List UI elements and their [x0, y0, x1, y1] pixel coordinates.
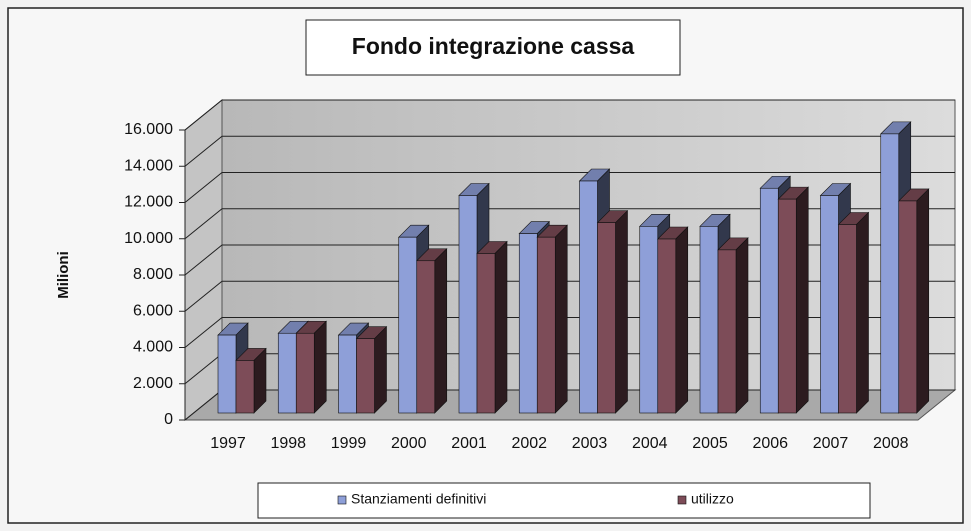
bar [579, 180, 598, 414]
bar [759, 187, 779, 414]
bar [898, 200, 918, 414]
bar-side [675, 226, 689, 414]
bar [597, 222, 616, 414]
bar [217, 334, 237, 414]
bar-side [916, 188, 930, 414]
bar [838, 224, 857, 414]
x-tick-label: 2007 [813, 435, 849, 452]
bar [639, 226, 659, 414]
bar-side [374, 325, 387, 414]
x-tick-label: 2006 [752, 435, 788, 452]
y-tick-label: 0 [164, 411, 173, 428]
bar [277, 332, 297, 414]
y-tick-label: 2.000 [133, 375, 173, 392]
y-axis-label: Milioni [55, 251, 72, 299]
legend-swatch [677, 495, 687, 505]
bar [398, 236, 418, 414]
grid-line [184, 172, 955, 203]
x-tick-label: 2005 [692, 435, 728, 452]
bar [235, 360, 255, 414]
x-tick-label: 2001 [451, 435, 487, 452]
plot: 0 2.000 4.000 6.000 8.000 10.000 12.000 14.000 1… [124, 98, 957, 452]
y-tick-label: 14.000 [124, 157, 173, 174]
bar [536, 236, 556, 414]
bar [699, 226, 719, 414]
bar [416, 260, 436, 414]
title-box [305, 19, 681, 76]
bar-side [554, 224, 568, 414]
bar [777, 198, 797, 414]
y-tick-label: 8.000 [133, 266, 173, 283]
x-tick-label: 2003 [572, 435, 608, 452]
bar [518, 233, 538, 414]
legend-items: Stanziamenti definitivi utilizzo [337, 491, 734, 507]
bar [338, 334, 357, 414]
x-tick-label: 2004 [632, 435, 668, 452]
y-tick-label: 16.000 [124, 121, 173, 138]
bar [356, 338, 375, 414]
y-tick-label: 4.000 [133, 339, 173, 356]
bar-side [856, 211, 869, 414]
legend [257, 482, 871, 519]
bar [476, 253, 496, 414]
y-tick-label: 10.000 [124, 230, 173, 247]
chart-title: Fondo integrazione cassa [352, 33, 635, 59]
bar [657, 238, 677, 414]
bar [295, 332, 315, 414]
bar-side [735, 237, 749, 414]
legend-swatch [337, 495, 347, 505]
x-tick-label: 1998 [270, 435, 306, 452]
x-tick-label: 2002 [511, 435, 547, 452]
y-tick-label: 12.000 [124, 194, 173, 211]
x-tick-label: 2008 [873, 435, 909, 452]
grid-line [184, 99, 955, 131]
x-tick-label: 1997 [210, 435, 246, 452]
bar [820, 195, 839, 414]
y-tick-label: 6.000 [133, 302, 173, 319]
legend-label: utilizzo [691, 491, 734, 507]
legend-label: Stanziamenti definitivi [351, 491, 486, 507]
grid-line [184, 135, 955, 167]
bar-side [434, 248, 448, 414]
bar [717, 249, 737, 414]
bar-side [494, 240, 508, 414]
bar-side [795, 186, 809, 414]
bar-side [313, 320, 327, 414]
bar [458, 195, 478, 414]
x-tick-label: 1999 [331, 435, 367, 452]
bar-side [615, 209, 628, 414]
grid-line [184, 208, 955, 240]
bar [880, 133, 900, 414]
x-tick-label: 2000 [391, 435, 427, 452]
